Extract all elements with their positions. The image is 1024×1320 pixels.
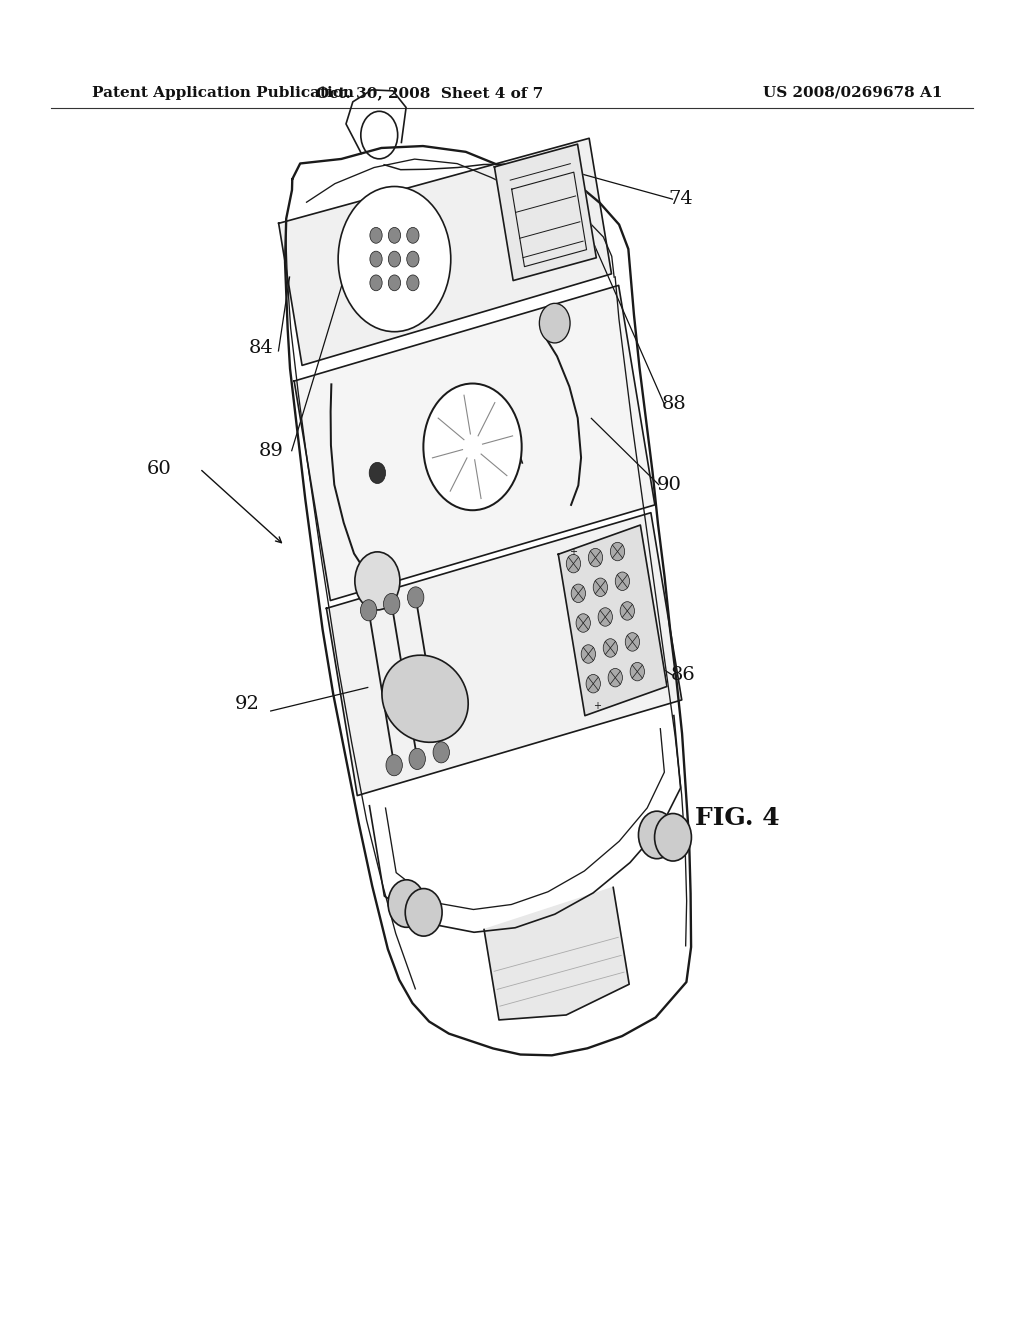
Polygon shape — [484, 887, 629, 1020]
Circle shape — [593, 578, 607, 597]
Polygon shape — [327, 512, 682, 796]
Circle shape — [338, 186, 451, 331]
Polygon shape — [285, 147, 691, 1055]
Circle shape — [610, 543, 625, 561]
Circle shape — [621, 602, 635, 620]
Text: 92: 92 — [234, 696, 260, 713]
Circle shape — [540, 304, 570, 343]
Ellipse shape — [382, 655, 468, 742]
Circle shape — [433, 742, 450, 763]
Text: FIG. 4: FIG. 4 — [695, 807, 779, 830]
Circle shape — [407, 275, 419, 290]
Polygon shape — [495, 144, 596, 281]
Circle shape — [409, 748, 425, 770]
Circle shape — [407, 251, 419, 267]
Circle shape — [566, 554, 581, 573]
Circle shape — [370, 227, 382, 243]
Circle shape — [386, 755, 402, 776]
Text: 84: 84 — [249, 339, 273, 358]
Circle shape — [603, 639, 617, 657]
Text: +: + — [568, 546, 577, 557]
Circle shape — [639, 812, 676, 859]
Circle shape — [370, 251, 382, 267]
Text: 60: 60 — [146, 459, 171, 478]
Text: 86: 86 — [672, 667, 696, 684]
Text: Oct. 30, 2008  Sheet 4 of 7: Oct. 30, 2008 Sheet 4 of 7 — [316, 86, 544, 100]
Circle shape — [630, 663, 644, 681]
Circle shape — [615, 572, 630, 590]
Circle shape — [586, 675, 600, 693]
Circle shape — [388, 275, 400, 290]
Text: +: + — [593, 701, 601, 710]
Text: 88: 88 — [663, 395, 687, 413]
Circle shape — [370, 275, 382, 290]
Circle shape — [360, 599, 377, 620]
Circle shape — [423, 384, 521, 511]
Circle shape — [589, 548, 603, 566]
Text: US 2008/0269678 A1: US 2008/0269678 A1 — [763, 86, 942, 100]
Circle shape — [407, 227, 419, 243]
Circle shape — [408, 587, 424, 609]
Polygon shape — [294, 285, 654, 601]
Circle shape — [406, 888, 442, 936]
Circle shape — [383, 594, 399, 615]
Text: 74: 74 — [669, 190, 693, 209]
Polygon shape — [279, 139, 611, 366]
Circle shape — [388, 251, 400, 267]
Circle shape — [388, 880, 425, 928]
Circle shape — [571, 583, 586, 602]
Circle shape — [608, 668, 623, 686]
Circle shape — [598, 607, 612, 626]
Circle shape — [654, 813, 691, 861]
Polygon shape — [558, 525, 667, 715]
Circle shape — [626, 632, 640, 651]
Text: 89: 89 — [259, 442, 284, 459]
Circle shape — [370, 462, 386, 483]
Text: Patent Application Publication: Patent Application Publication — [92, 86, 354, 100]
Circle shape — [388, 227, 400, 243]
Circle shape — [582, 644, 596, 663]
Circle shape — [577, 614, 591, 632]
Circle shape — [355, 552, 400, 610]
Text: 90: 90 — [656, 475, 681, 494]
